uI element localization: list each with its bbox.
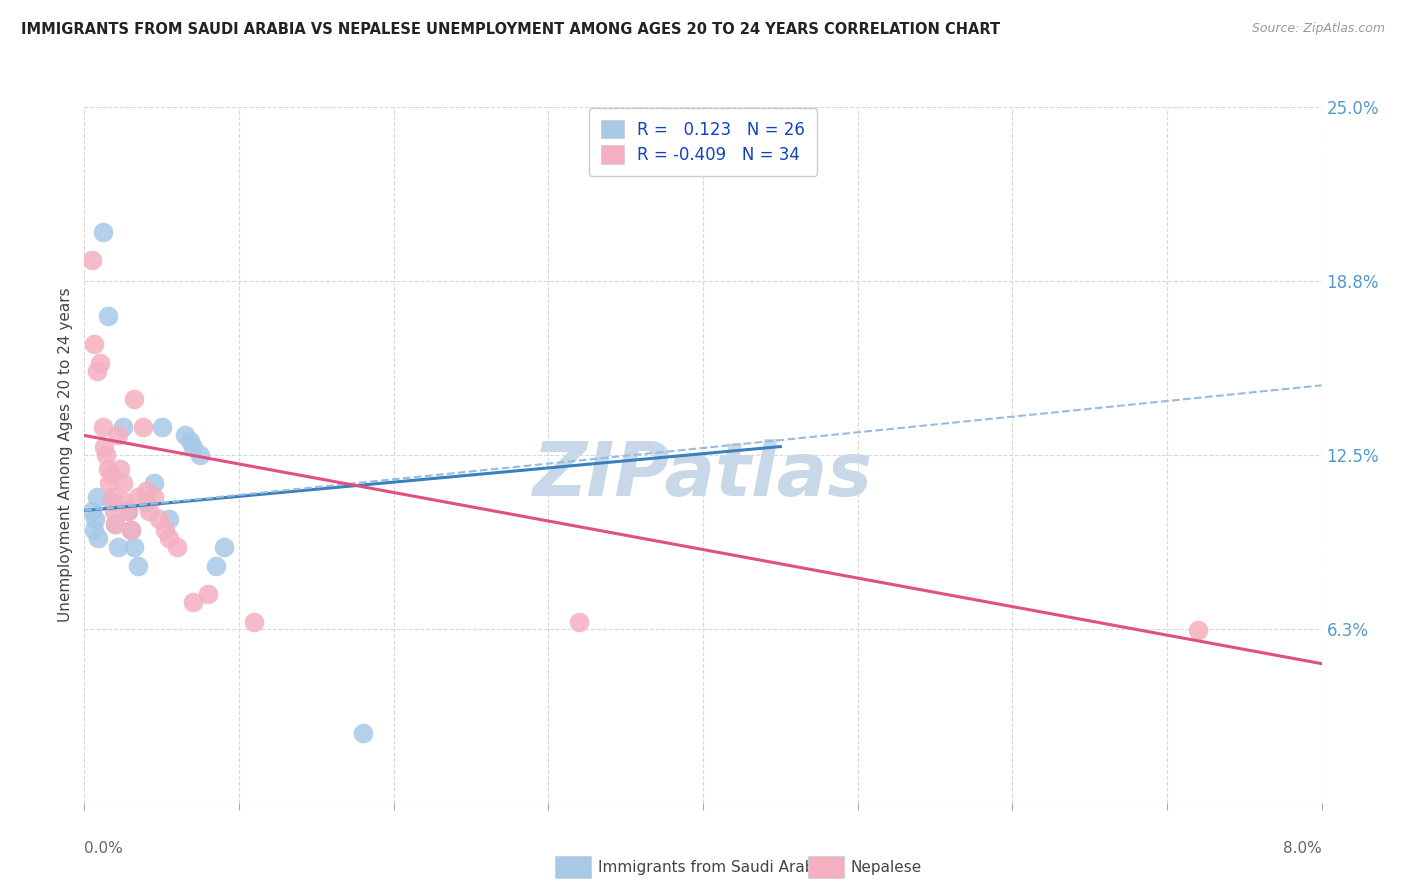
Legend: R =   0.123   N = 26, R = -0.409   N = 34: R = 0.123 N = 26, R = -0.409 N = 34 [589, 109, 817, 176]
Point [93, 440, 115, 454]
Point [104, 517, 127, 532]
Point [107, 428, 129, 442]
Point [96, 462, 120, 476]
Point [87, 532, 110, 546]
Point [84, 512, 107, 526]
Point [148, 512, 170, 526]
Point [82, 253, 104, 268]
Point [181, 595, 204, 609]
Point [143, 475, 166, 490]
Point [83, 523, 105, 537]
Point [101, 495, 124, 509]
Point [103, 503, 125, 517]
Point [179, 434, 201, 448]
Point [132, 420, 155, 434]
Point [352, 726, 374, 740]
Point [117, 503, 139, 517]
Text: 0.0%: 0.0% [84, 841, 124, 856]
Point [120, 523, 142, 537]
Point [1187, 624, 1209, 638]
Point [91, 225, 114, 239]
Point [568, 615, 591, 629]
Point [138, 503, 160, 517]
Text: ZIPatlas: ZIPatlas [533, 439, 873, 512]
Text: Source: ZipAtlas.com: Source: ZipAtlas.com [1251, 22, 1385, 36]
Point [135, 484, 157, 499]
Point [128, 559, 150, 574]
Point [98, 475, 121, 490]
Point [153, 523, 176, 537]
Point [122, 392, 145, 407]
Point [159, 512, 181, 526]
Point [135, 495, 157, 509]
Point [122, 540, 145, 554]
Point [101, 490, 124, 504]
Point [112, 475, 135, 490]
Text: Immigrants from Saudi Arabia: Immigrants from Saudi Arabia [598, 860, 828, 874]
Point [128, 490, 150, 504]
Point [89, 356, 111, 370]
Point [174, 428, 197, 442]
Point [107, 540, 129, 554]
Text: IMMIGRANTS FROM SAUDI ARABIA VS NEPALESE UNEMPLOYMENT AMONG AGES 20 TO 24 YEARS : IMMIGRANTS FROM SAUDI ARABIA VS NEPALESE… [21, 22, 1000, 37]
Point [104, 517, 127, 532]
Point [166, 540, 188, 554]
Point [150, 420, 173, 434]
Point [82, 503, 104, 517]
Point [120, 523, 142, 537]
Point [243, 615, 266, 629]
Point [83, 336, 105, 351]
Text: 8.0%: 8.0% [1282, 841, 1322, 856]
Point [205, 559, 228, 574]
Point [117, 503, 139, 517]
Point [96, 309, 120, 323]
Point [86, 364, 108, 378]
Point [108, 462, 131, 476]
Point [112, 420, 135, 434]
Point [188, 448, 212, 462]
Point [114, 495, 136, 509]
Point [91, 420, 114, 434]
Text: Nepalese: Nepalese [851, 860, 922, 874]
Point [143, 490, 166, 504]
Point [181, 440, 204, 454]
Y-axis label: Unemployment Among Ages 20 to 24 years: Unemployment Among Ages 20 to 24 years [58, 287, 73, 623]
Point [100, 467, 122, 482]
Point [212, 540, 235, 554]
Point [94, 448, 117, 462]
Point [159, 532, 181, 546]
Point [86, 490, 108, 504]
Point [197, 587, 219, 601]
